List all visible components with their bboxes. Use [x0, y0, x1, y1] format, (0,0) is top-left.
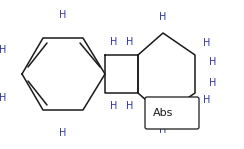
FancyBboxPatch shape [145, 97, 199, 129]
Text: H: H [203, 95, 210, 105]
Text: H: H [209, 78, 216, 88]
Text: H: H [59, 128, 67, 138]
Text: H: H [110, 101, 117, 111]
Text: H: H [126, 37, 133, 47]
Text: H: H [159, 125, 167, 135]
Text: H: H [110, 37, 117, 47]
Text: H: H [59, 10, 67, 20]
Text: O: O [159, 115, 167, 125]
Text: H: H [203, 38, 210, 48]
Text: H: H [126, 101, 133, 111]
Text: Abs: Abs [153, 108, 173, 118]
Text: H: H [0, 93, 6, 103]
Text: H: H [159, 12, 167, 22]
Text: H: H [209, 57, 216, 67]
Text: H: H [0, 45, 6, 55]
